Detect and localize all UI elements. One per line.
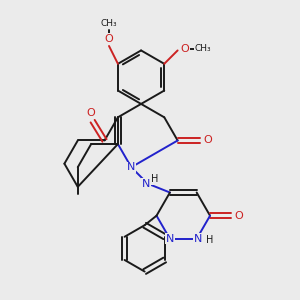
Text: CH₃: CH₃ — [101, 19, 117, 28]
Text: O: O — [203, 136, 212, 146]
Text: N: N — [194, 234, 202, 244]
Text: O: O — [181, 44, 189, 54]
Text: O: O — [105, 34, 113, 44]
Text: N: N — [127, 162, 136, 172]
Text: H: H — [206, 236, 214, 245]
Text: O: O — [234, 211, 243, 221]
Text: O: O — [87, 108, 95, 118]
Text: N: N — [142, 178, 150, 189]
Text: CH₃: CH₃ — [195, 44, 211, 53]
Text: N: N — [166, 234, 174, 244]
Text: H: H — [152, 174, 159, 184]
